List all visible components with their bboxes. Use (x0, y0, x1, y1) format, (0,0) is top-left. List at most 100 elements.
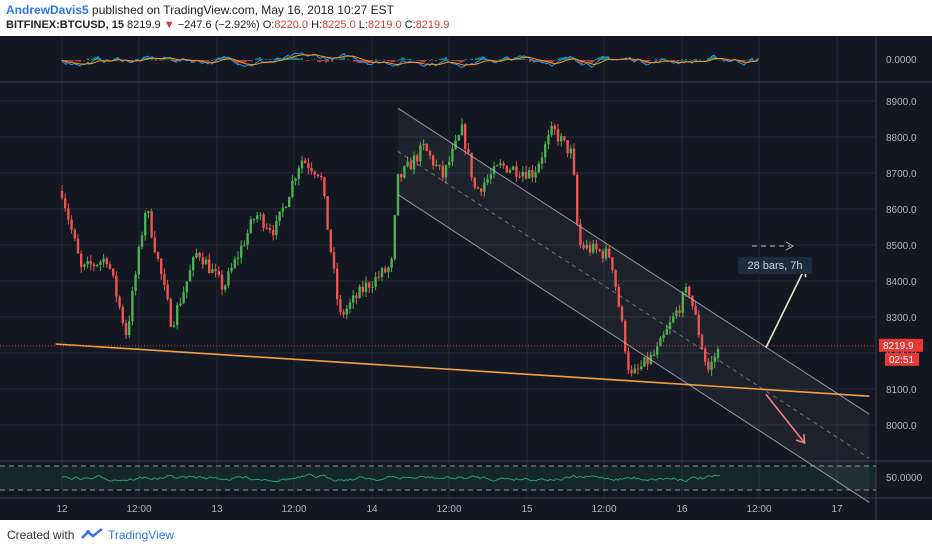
candle-body (611, 257, 614, 270)
price-tick-label: 8500.0 (886, 241, 917, 252)
candle-body (691, 295, 694, 307)
candle-body (476, 187, 480, 189)
candle-body (688, 286, 691, 296)
candle-body (393, 215, 396, 259)
candle-body (592, 243, 595, 253)
time-tick-label: 12 (56, 504, 68, 515)
price-tick-label: 8900.0 (886, 97, 917, 108)
candle-body (460, 124, 464, 136)
symbol-line: BITFINEX:BTCUSD, 15 8219.9 ▼ −247.6 (−2.… (6, 19, 449, 31)
candle-body (608, 248, 611, 258)
footer: Created with TradingView (0, 520, 932, 550)
candle-body (76, 238, 80, 254)
candle-body (499, 163, 502, 166)
candle-body (355, 295, 358, 299)
candle-body (108, 264, 112, 269)
candle-body (563, 136, 566, 141)
candle-body (409, 161, 412, 170)
candle-body (390, 258, 393, 268)
candle-body (441, 165, 444, 178)
candle-body (534, 171, 537, 178)
open-value: 8220.0 (274, 19, 308, 31)
candle-body (656, 346, 659, 355)
candle-body (160, 258, 163, 275)
price-tick-label: 8400.0 (886, 277, 917, 288)
candle-body (60, 191, 64, 199)
candle-body (208, 259, 211, 273)
time-tick-label: 14 (366, 504, 378, 515)
candles (60, 118, 720, 377)
time-tick-label: 12:00 (436, 504, 461, 515)
chart-svg[interactable]: 28 bars, 7h 8900.0 8800.0 8700.0 8600.0 8500.… (0, 36, 932, 520)
candle-body (620, 306, 624, 321)
candle-body (428, 151, 432, 156)
candle-body (198, 252, 201, 258)
candle-body (713, 357, 716, 362)
candle-body (99, 261, 102, 265)
candle-body (96, 264, 99, 266)
candle-body (416, 155, 419, 162)
candle-body (496, 165, 499, 167)
candle-body (256, 215, 259, 220)
rsi-pane (0, 465, 876, 491)
candle-body (336, 268, 339, 300)
candle-body (617, 286, 620, 307)
rsi-line (61, 473, 721, 483)
price-axis: 8900.0 8800.0 8700.0 8600.0 8500.0 8400.0 8300… (879, 55, 923, 484)
candle-body (176, 305, 179, 326)
candle-body (540, 157, 544, 164)
candle-body (569, 148, 572, 154)
low-value: 8219.0 (367, 19, 402, 31)
candle-body (684, 286, 688, 293)
candle-body (233, 259, 236, 268)
candle-body (380, 268, 384, 278)
candle-body (531, 169, 534, 178)
candle-body (134, 274, 137, 291)
candle-body (438, 164, 441, 166)
candle-body (288, 197, 291, 207)
current-price-label: 8219.9 (883, 341, 914, 352)
candle-body (537, 163, 540, 172)
candle-body (502, 163, 505, 166)
candle-body (64, 198, 67, 209)
candle-body (432, 155, 435, 166)
channel-median-line (397, 150, 870, 459)
author-link[interactable]: AndrewDavis5 (6, 3, 89, 17)
candle-body (384, 268, 387, 273)
candle-body (387, 267, 390, 273)
candle-body (246, 233, 249, 245)
candle-body (230, 267, 233, 272)
tradingview-brand-link[interactable]: TradingView (108, 528, 175, 542)
chart-area[interactable]: 28 bars, 7h 8900.0 8800.0 8700.0 8600.0 8500.… (0, 36, 932, 520)
candle-body (112, 268, 115, 276)
time-tick-label: 17 (831, 504, 843, 515)
candle-body (566, 140, 569, 154)
candle-body (214, 269, 217, 272)
macd-signal-line (61, 54, 759, 66)
published-text: published on TradingView.com, May 16, 20… (88, 3, 395, 17)
candle-body (425, 143, 428, 152)
candle-body (310, 168, 313, 172)
time-tick-label: 16 (676, 504, 688, 515)
candle-body (675, 310, 678, 317)
candle-body (598, 249, 601, 251)
candle-body (70, 219, 73, 230)
candle-body (307, 163, 310, 169)
candle-body (102, 258, 105, 262)
candle-body (124, 323, 128, 336)
candle-body (67, 208, 70, 220)
open-label: O: (262, 19, 275, 31)
candle-body (179, 303, 182, 306)
candle-body (659, 338, 662, 347)
candle-body (259, 214, 262, 216)
candle-body (553, 125, 556, 130)
channel-upper-line (397, 107, 870, 415)
candle-body (185, 281, 188, 293)
candle-body (182, 292, 185, 304)
candle-body (707, 361, 710, 370)
candle-body (579, 223, 582, 246)
candle-body (204, 259, 208, 265)
candle-body (211, 269, 214, 273)
candle-body (342, 311, 345, 315)
candle-body (339, 299, 342, 312)
